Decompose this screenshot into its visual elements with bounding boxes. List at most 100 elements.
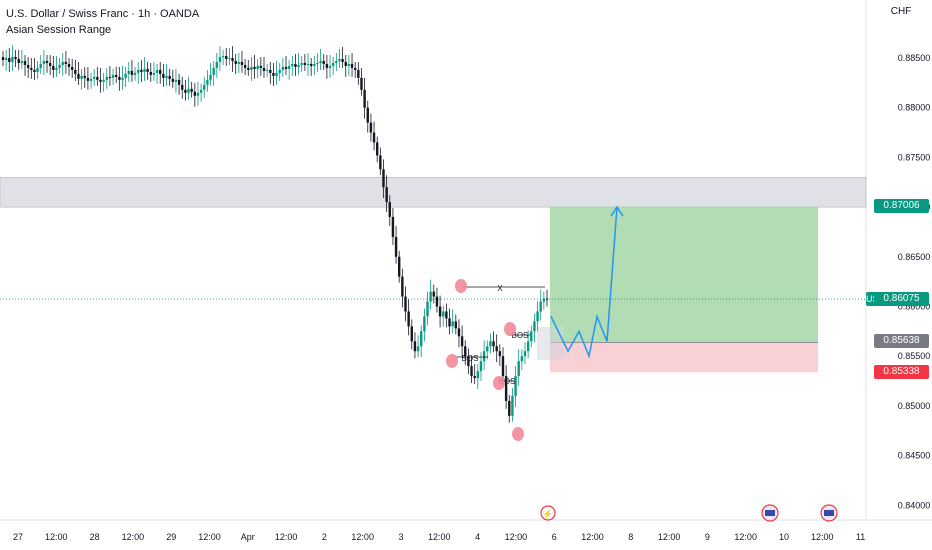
x-tick-label: 6 — [552, 532, 557, 542]
candle — [533, 313, 536, 343]
candle — [124, 66, 127, 87]
candle — [325, 55, 329, 79]
candle — [272, 62, 275, 86]
candle — [319, 49, 322, 70]
current-price-tag: 0.86075 — [874, 292, 929, 306]
candle — [284, 56, 288, 75]
candle — [413, 332, 417, 359]
candle — [391, 208, 395, 245]
candle — [545, 289, 549, 307]
x-tick-label: 10 — [779, 532, 789, 542]
indicator-label[interactable]: Asian Session Range — [6, 24, 112, 36]
candle — [259, 57, 263, 76]
target-zone — [550, 206, 818, 343]
candle — [111, 68, 115, 85]
candle — [309, 58, 313, 76]
candle — [401, 268, 404, 308]
candle — [108, 65, 112, 86]
candle — [363, 77, 366, 119]
candle — [89, 72, 93, 89]
x-tick-label: 12:00 — [428, 532, 451, 542]
candle — [294, 54, 297, 76]
candle — [322, 54, 325, 70]
candle — [369, 113, 373, 142]
candle — [407, 299, 410, 336]
candle — [316, 53, 319, 72]
candle — [190, 81, 193, 98]
candle — [467, 348, 470, 375]
candle — [115, 66, 118, 83]
candle — [281, 58, 285, 77]
candle — [486, 340, 489, 360]
candle — [489, 333, 492, 354]
candle — [306, 53, 310, 76]
currency-label[interactable]: CHF — [890, 6, 912, 17]
candle — [539, 289, 542, 321]
candle — [247, 59, 250, 76]
candle — [168, 68, 171, 86]
candle — [20, 50, 24, 69]
candle — [360, 67, 363, 96]
candle — [514, 366, 517, 407]
bos-label-2: BOS — [512, 331, 529, 340]
candle — [313, 56, 316, 75]
candle — [382, 159, 385, 199]
candle — [218, 46, 222, 71]
candle — [498, 344, 502, 367]
y-tick-label: 0.87500 — [898, 152, 931, 162]
flag-icon-detail — [824, 510, 834, 516]
candle — [536, 301, 539, 332]
candle — [423, 308, 426, 342]
x-tick-label: 9 — [705, 532, 710, 542]
candle — [221, 50, 225, 65]
event-flash-icon — [540, 505, 556, 521]
candle — [438, 295, 442, 328]
candle — [8, 48, 11, 72]
bos-label-3: BOS — [499, 377, 516, 386]
candle — [344, 55, 347, 77]
candle — [61, 53, 64, 76]
x-tick-label: 12:00 — [581, 532, 604, 542]
candle — [426, 291, 429, 326]
candle — [4, 50, 8, 71]
x-tick-label: 12:00 — [351, 532, 374, 542]
candle — [159, 61, 162, 84]
candle — [80, 68, 83, 90]
candle — [435, 287, 439, 313]
candle — [454, 314, 458, 335]
y-tick-label: 0.84000 — [898, 500, 931, 510]
y-tick-label: 0.85500 — [898, 351, 931, 361]
candle — [523, 342, 527, 365]
candle — [225, 48, 228, 66]
candle — [269, 61, 272, 84]
swing-marker — [493, 376, 505, 390]
candle — [404, 286, 407, 322]
candle — [451, 309, 454, 334]
x-tick-label: 27 — [13, 532, 23, 542]
candle — [102, 72, 105, 92]
candle — [203, 76, 206, 98]
candle — [476, 364, 480, 390]
candle — [140, 59, 143, 82]
candle — [184, 79, 187, 101]
candle — [442, 305, 445, 327]
x-tick-label: 3 — [398, 532, 403, 542]
candle — [171, 69, 175, 88]
candle — [460, 325, 464, 357]
candle — [83, 66, 86, 88]
candle — [77, 61, 80, 85]
stop-price-tag: 0.85338 — [874, 365, 929, 379]
candle — [303, 54, 307, 71]
candle — [262, 57, 266, 78]
x-tick-label: 12:00 — [811, 532, 834, 542]
candle — [58, 58, 61, 74]
candle — [253, 55, 256, 79]
candle — [394, 225, 398, 264]
candle — [231, 46, 234, 72]
candle — [328, 55, 332, 78]
candle — [96, 66, 99, 86]
flag-icon-detail — [765, 510, 775, 516]
candle — [335, 53, 338, 71]
candle — [152, 61, 156, 81]
